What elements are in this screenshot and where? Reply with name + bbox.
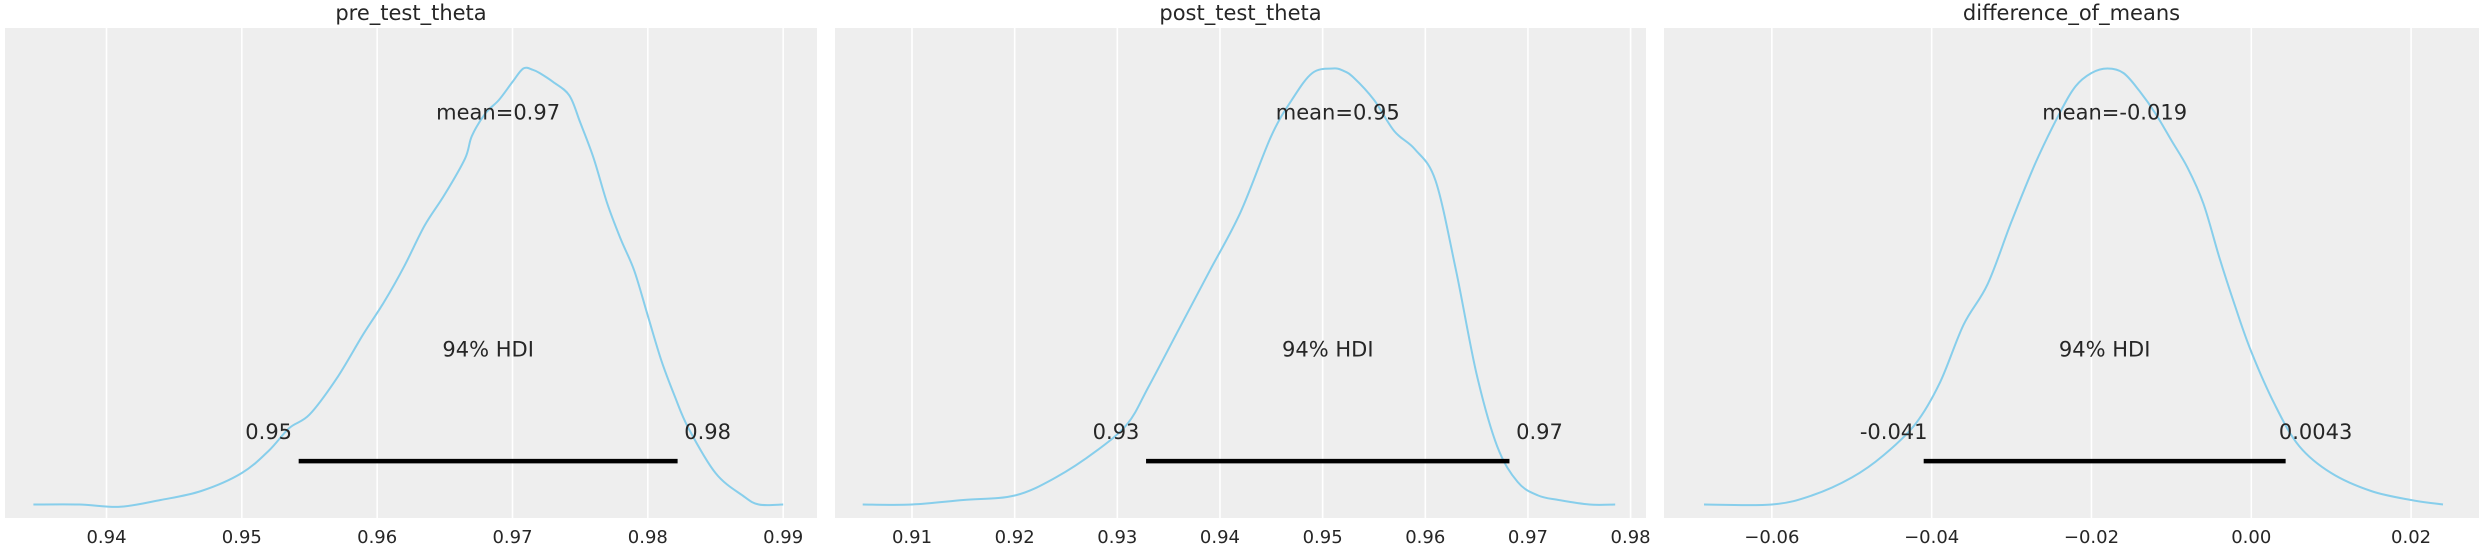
x-tick-label: 0.94	[1200, 527, 1240, 548]
hdi-low-label: 0.93	[1093, 420, 1140, 444]
x-tick-label: 0.92	[995, 527, 1035, 548]
x-tick-label: 0.93	[1097, 527, 1137, 548]
x-tick-label: 0.95	[222, 527, 262, 548]
x-tick-label: 0.98	[1611, 527, 1651, 548]
hdi-low-label: -0.041	[1860, 420, 1928, 444]
hdi-high-label: 0.98	[684, 420, 731, 444]
density-curve	[33, 66, 784, 508]
mean-label: mean=-0.019	[2042, 101, 2187, 125]
plot-area	[1664, 28, 2479, 518]
mean-label: mean=0.97	[436, 101, 560, 125]
x-tick-label: 0.98	[628, 527, 668, 548]
hdi-label: 94% HDI	[442, 337, 534, 361]
x-tick-label: 0.99	[763, 527, 803, 548]
hdi-high-label: 0.0043	[2279, 420, 2352, 444]
density-curve	[862, 67, 1616, 506]
x-tick-label: 0.91	[892, 527, 932, 548]
panel-1: pre_test_theta 0.94 0.95 0.96 0.97 0.98 0.99 0.…	[5, 1, 817, 548]
panel-3: difference_of_means −0.06 −0.04 −0.02 0.00 0.…	[1664, 1, 2479, 548]
x-tick-label: 0.95	[1303, 527, 1343, 548]
plot-area	[5, 28, 817, 518]
hdi-low-label: 0.95	[245, 420, 292, 444]
x-tick-label: 0.97	[1508, 527, 1548, 548]
x-tick-label: 0.00	[2231, 527, 2271, 548]
x-tick-label: 0.94	[86, 527, 126, 548]
panel-title: difference_of_means	[1963, 1, 2180, 26]
panel-2: post_test_theta 0.91 0.92 0.93 0.94 0.95 0.96 0…	[835, 1, 1651, 548]
x-tick-label: 0.97	[492, 527, 532, 548]
x-tick-label: 0.02	[2391, 527, 2431, 548]
x-tick-label: −0.04	[1904, 527, 1959, 548]
density-curve	[1703, 67, 2444, 507]
hdi-high-label: 0.97	[1516, 420, 1563, 444]
x-tick-label: 0.96	[1405, 527, 1445, 548]
panel-title: pre_test_theta	[335, 1, 486, 26]
plot-area	[835, 28, 1646, 518]
x-tick-label: −0.02	[2064, 527, 2119, 548]
mean-label: mean=0.95	[1276, 101, 1400, 125]
x-tick-label: 0.96	[357, 527, 397, 548]
x-tick-label: −0.06	[1744, 527, 1799, 548]
hdi-label: 94% HDI	[2059, 337, 2151, 361]
panel-title: post_test_theta	[1159, 1, 1321, 26]
hdi-label: 94% HDI	[1282, 337, 1374, 361]
